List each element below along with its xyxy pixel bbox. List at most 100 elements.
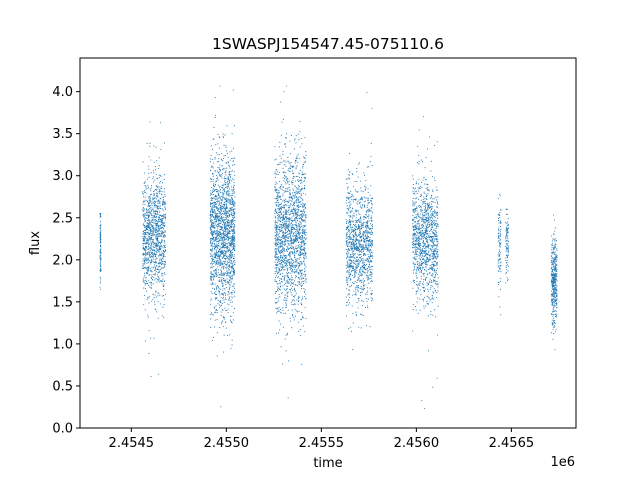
data-point — [148, 227, 150, 229]
data-point — [285, 165, 287, 167]
data-point — [279, 218, 281, 220]
data-point — [286, 275, 288, 277]
data-point — [295, 213, 297, 215]
data-point — [217, 290, 220, 292]
data-point — [157, 275, 159, 278]
data-point — [156, 232, 158, 234]
data-point — [147, 211, 149, 213]
data-point — [216, 206, 218, 208]
data-point — [218, 208, 220, 210]
data-point — [144, 217, 146, 219]
data-point — [222, 203, 224, 205]
data-point — [366, 234, 368, 236]
data-point — [300, 260, 302, 262]
data-point — [164, 206, 166, 208]
data-point — [162, 250, 165, 252]
data-point — [303, 261, 305, 263]
data-point — [213, 288, 215, 290]
data-point — [303, 271, 306, 273]
data-point — [298, 267, 300, 269]
data-point — [162, 217, 164, 219]
data-point — [300, 254, 302, 256]
data-point — [302, 199, 304, 201]
data-point — [231, 254, 234, 256]
data-point — [213, 205, 215, 207]
data-point — [358, 212, 360, 214]
data-point — [209, 255, 212, 257]
data-point — [303, 244, 305, 246]
data-point — [290, 212, 292, 214]
data-point — [144, 204, 146, 206]
data-point — [234, 216, 236, 218]
data-point — [157, 300, 159, 302]
data-point — [300, 197, 302, 199]
data-point — [225, 281, 227, 283]
data-point — [358, 300, 360, 302]
data-point — [220, 299, 222, 302]
data-point — [156, 311, 158, 313]
data-point — [220, 201, 222, 203]
data-point — [99, 276, 101, 278]
data-point — [160, 247, 162, 250]
data-point — [284, 265, 286, 267]
data-point — [302, 325, 304, 327]
data-point — [302, 315, 304, 317]
data-point — [232, 208, 234, 210]
data-point — [221, 238, 224, 240]
data-point — [279, 211, 281, 213]
data-point — [360, 204, 362, 206]
data-point — [225, 209, 227, 211]
data-point — [232, 232, 234, 234]
data-point — [221, 233, 223, 235]
data-point — [99, 255, 101, 257]
data-point — [157, 186, 159, 188]
data-point — [159, 122, 162, 124]
data-point — [99, 263, 101, 265]
data-point — [152, 181, 154, 183]
data-point — [218, 260, 220, 262]
data-point — [157, 272, 159, 274]
data-point — [301, 312, 303, 314]
data-point — [233, 274, 235, 276]
data-point — [148, 252, 150, 254]
data-point — [143, 225, 145, 227]
data-point — [222, 229, 224, 231]
data-point — [216, 332, 218, 334]
data-point — [148, 280, 150, 282]
data-point — [99, 261, 102, 263]
data-point — [218, 200, 220, 202]
data-point — [234, 243, 236, 245]
data-point — [276, 196, 278, 198]
data-point — [300, 223, 302, 225]
data-point — [163, 232, 165, 234]
data-point — [284, 239, 287, 241]
data-point — [287, 160, 289, 162]
data-point — [370, 240, 372, 242]
data-point — [226, 250, 228, 252]
data-point — [148, 274, 150, 276]
data-point — [152, 253, 154, 255]
data-point — [212, 148, 214, 151]
data-point — [370, 233, 372, 235]
data-point — [282, 186, 284, 189]
data-point — [279, 329, 281, 331]
data-point — [142, 233, 144, 235]
data-point — [158, 217, 160, 219]
data-point — [234, 174, 236, 176]
data-point — [280, 228, 282, 230]
data-point — [299, 146, 301, 148]
data-point — [351, 194, 353, 196]
data-point — [277, 215, 279, 217]
data-point — [148, 220, 150, 222]
data-point — [210, 204, 212, 206]
data-point — [297, 179, 299, 181]
data-point — [144, 233, 146, 235]
data-point — [211, 283, 213, 285]
data-point — [302, 227, 304, 229]
data-point — [296, 211, 298, 213]
data-point — [210, 276, 212, 278]
data-point — [210, 261, 212, 263]
data-point — [304, 331, 306, 333]
data-point — [152, 258, 155, 260]
data-point — [228, 268, 230, 270]
